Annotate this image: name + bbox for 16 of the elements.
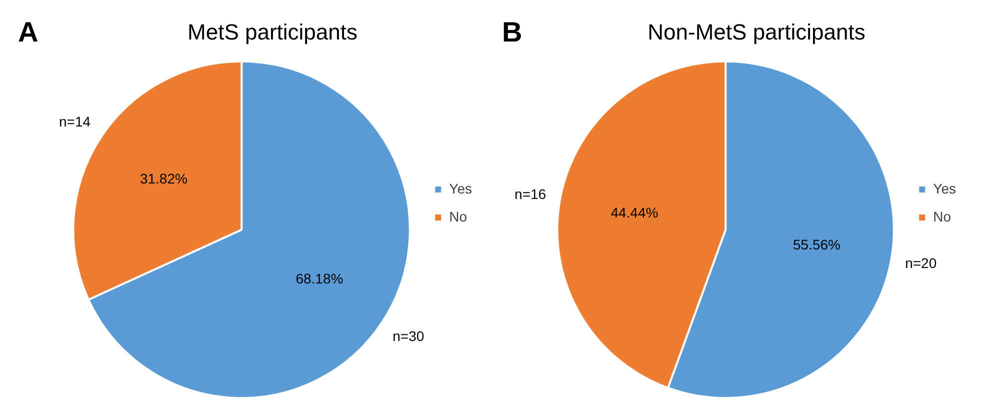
text: n=14 — [58, 113, 91, 130]
data-label: 55.56% — [792, 236, 840, 253]
chart-title: Non-MetS participants — [648, 19, 866, 44]
chart-title: MetS participants — [188, 19, 358, 44]
text: n=30 — [392, 328, 424, 344]
text: B — [502, 16, 522, 48]
text: n=20 — [905, 255, 937, 272]
data-label: 31.82% — [140, 170, 188, 187]
legend-label: No — [933, 208, 952, 224]
legend-label: No — [449, 208, 468, 224]
legend-label: Yes — [933, 180, 956, 196]
data-label: 44.44% — [610, 204, 658, 220]
text: n=16 — [514, 186, 546, 202]
data-label: 68.18% — [296, 270, 344, 287]
text: A — [18, 16, 38, 48]
legend-label: Yes — [449, 180, 472, 196]
